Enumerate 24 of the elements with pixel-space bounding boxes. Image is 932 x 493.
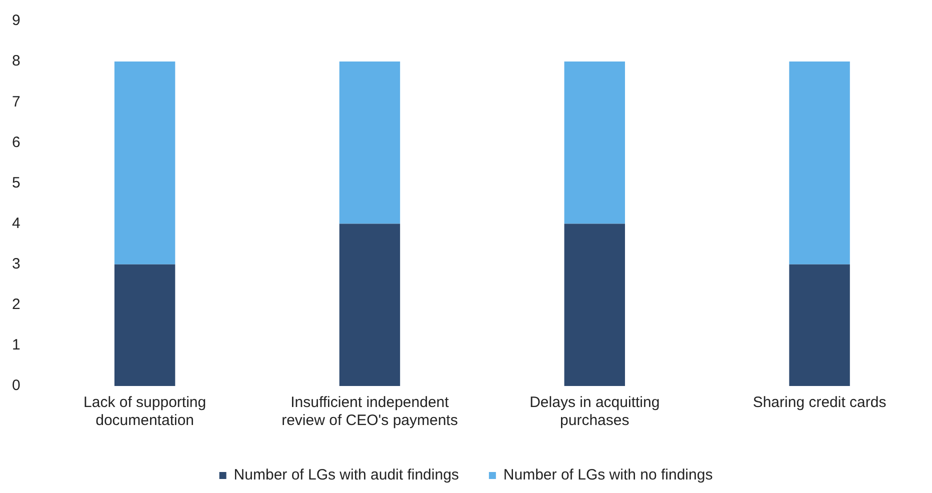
y-tick-label: 4 [12, 214, 20, 232]
y-tick-label: 7 [12, 93, 20, 110]
bar [789, 264, 850, 386]
legend-label: Number of LGs with audit findings [234, 466, 459, 484]
x-tick-label: Insufficient independent review of CEO's payments [282, 394, 458, 430]
bar [339, 62, 400, 224]
x-tick-label: Sharing credit cards [752, 394, 886, 412]
y-tick-label: 1 [12, 336, 20, 354]
bar [339, 224, 400, 386]
bar [564, 62, 625, 224]
y-tick-label: 3 [12, 255, 20, 272]
bar [114, 264, 176, 386]
bar [564, 224, 625, 386]
x-tick-label: Delays in acquitting purchases [530, 394, 660, 430]
y-tick-label: 6 [12, 134, 20, 151]
bar [114, 62, 176, 264]
y-tick-label: 2 [12, 296, 20, 314]
y-tick-label: 0 [12, 377, 20, 394]
legend-label: Number of LGs with no findings [503, 466, 713, 484]
bar [789, 62, 850, 264]
y-tick-label: 8 [12, 52, 20, 70]
y-tick-label: 9 [12, 12, 20, 30]
y-tick-label: 5 [12, 174, 20, 192]
x-tick-label: Lack of supporting documentation [84, 394, 206, 430]
